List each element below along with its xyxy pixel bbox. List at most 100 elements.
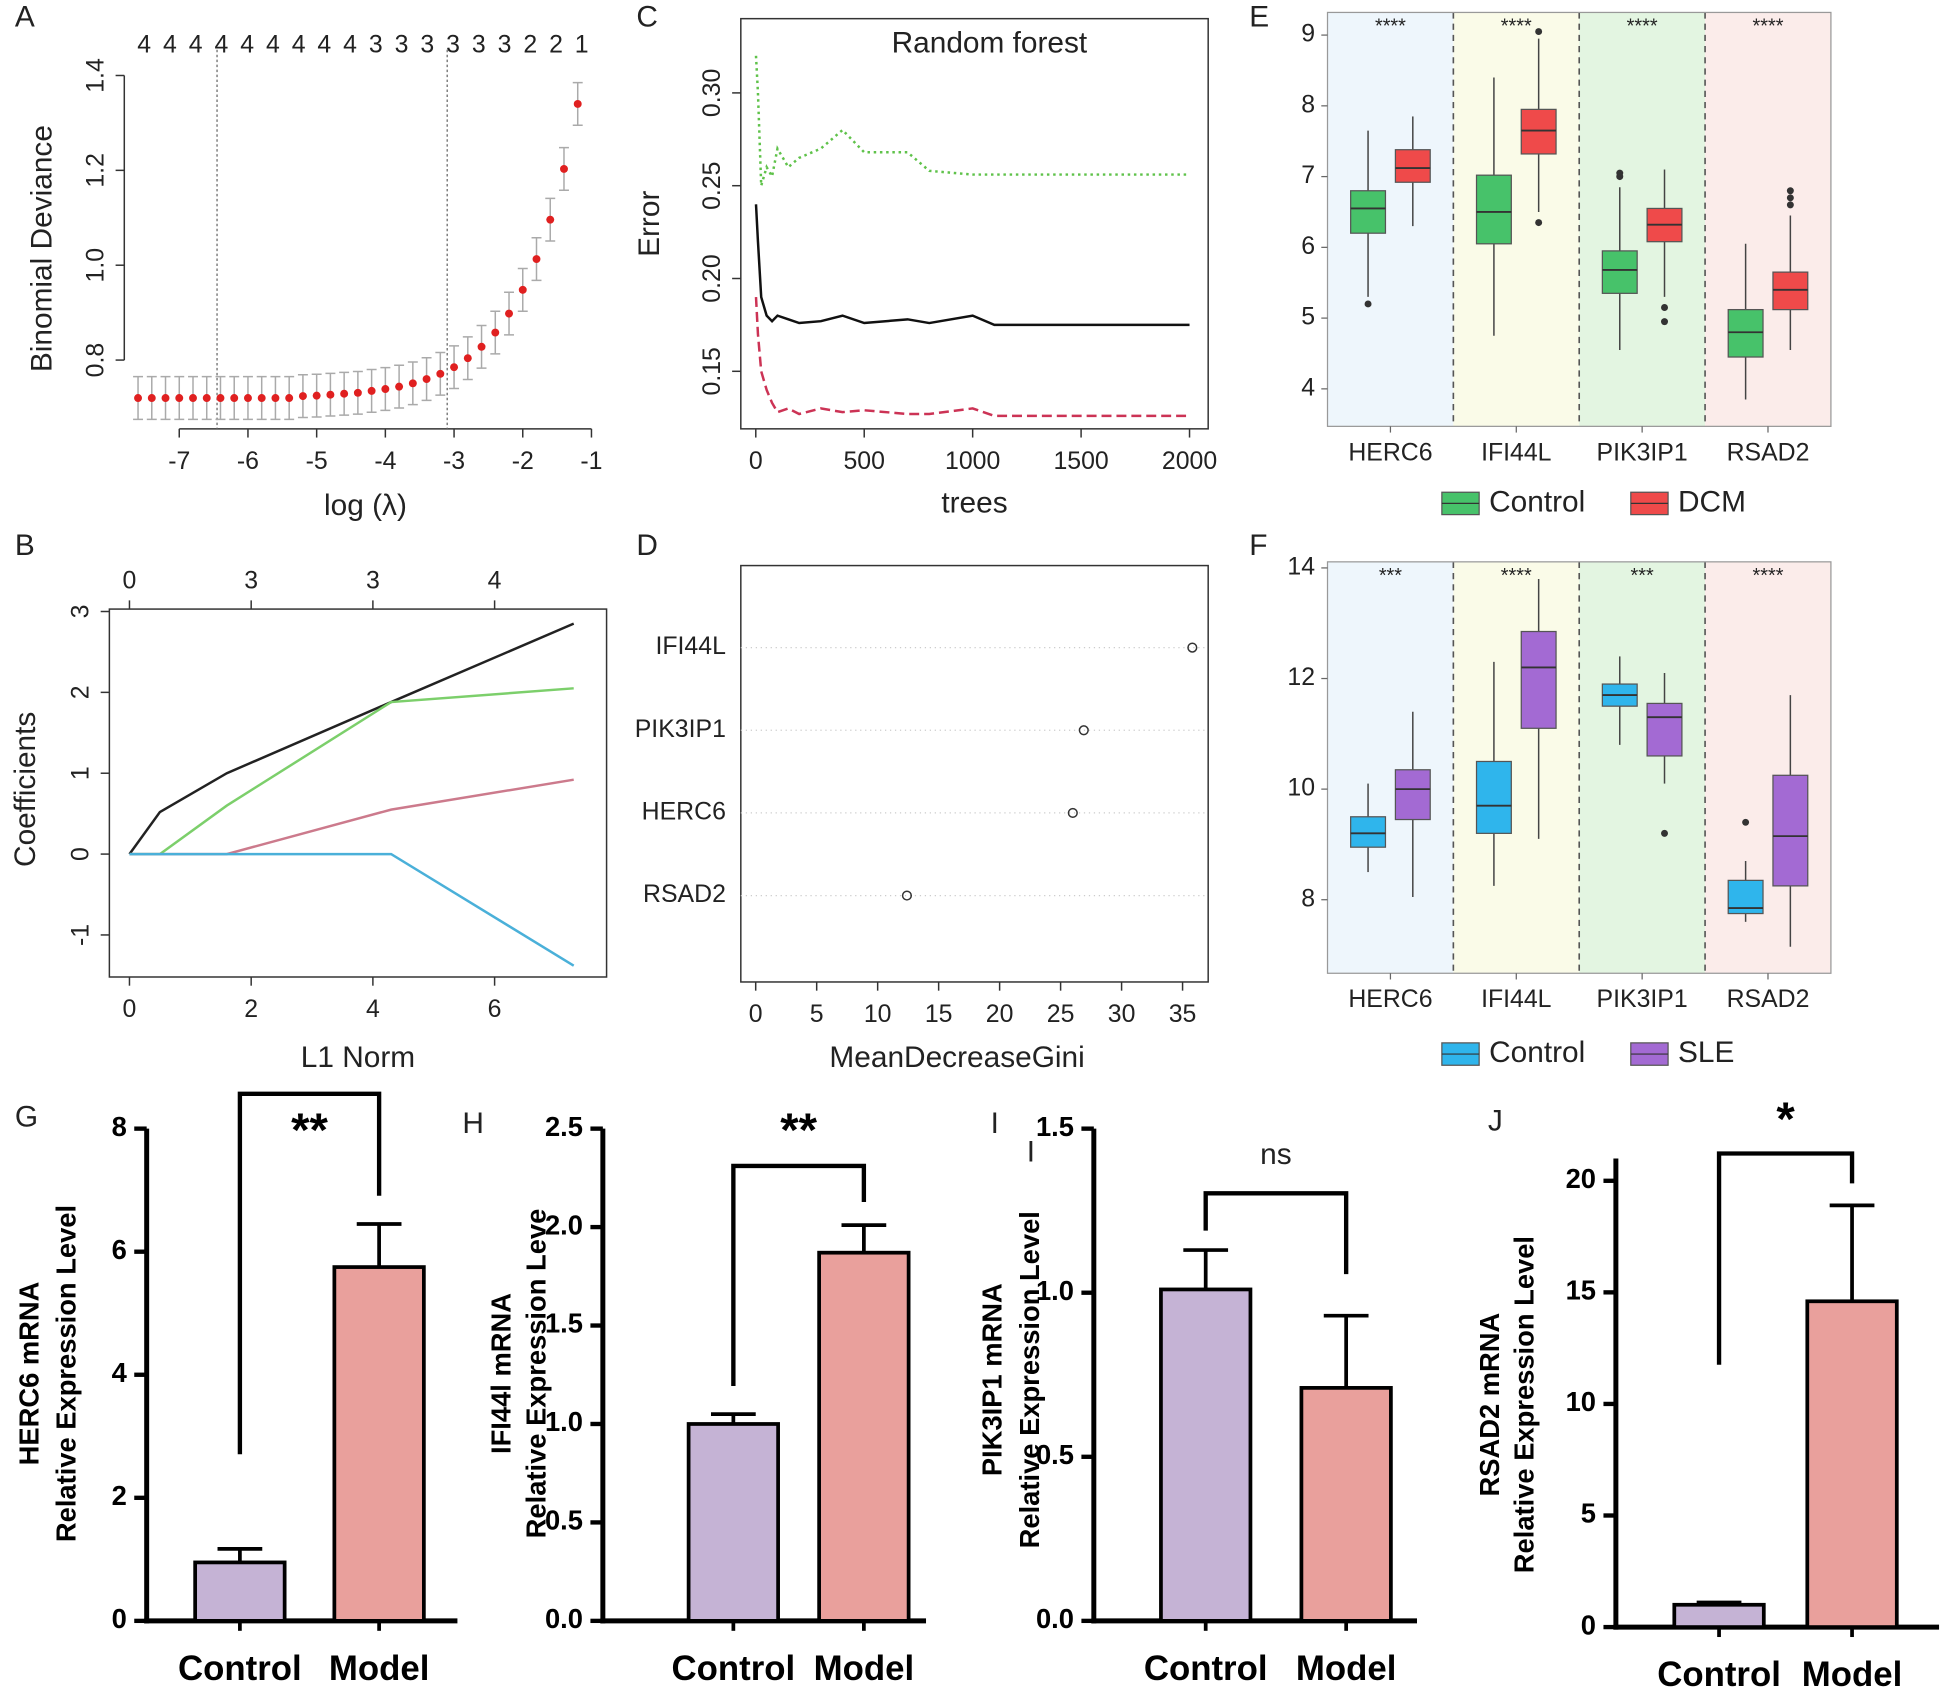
- point: [505, 309, 513, 318]
- outlier: [1742, 818, 1750, 826]
- category-label: HERC6: [642, 798, 726, 825]
- series-line: [128, 622, 575, 855]
- y-axis-label: Relative Expression Level: [1014, 1211, 1045, 1548]
- x-axis-label: MeanDecreaseGini: [829, 1041, 1084, 1074]
- significance: **: [291, 1104, 328, 1157]
- point: [395, 382, 404, 391]
- top-tick-label: 3: [244, 567, 258, 594]
- category-band: [1453, 561, 1580, 974]
- y-tick-label: 0: [1581, 1609, 1596, 1640]
- y-tick-label: 0.0: [1036, 1603, 1074, 1634]
- outlier: [1535, 28, 1543, 36]
- x-tick-label: 15: [925, 1001, 953, 1028]
- point: [216, 394, 225, 402]
- x-tick-label: 35: [1169, 1001, 1197, 1028]
- bar: [1159, 1287, 1253, 1623]
- point: [491, 328, 500, 337]
- category-label: PIK3IP1: [635, 716, 726, 743]
- outlier: [1535, 219, 1543, 227]
- point: [340, 389, 349, 398]
- bar: [1805, 1299, 1899, 1629]
- point: [381, 385, 390, 393]
- series-line: [754, 204, 1190, 327]
- x-tick-label: Control: [178, 1649, 302, 1688]
- category-band: [1705, 12, 1831, 427]
- x-tick-label: -6: [237, 448, 259, 475]
- plot-frame: [108, 608, 608, 978]
- box: [1772, 271, 1809, 311]
- y-tick-label: 2: [112, 1480, 127, 1511]
- top-axis-label: 4: [214, 32, 228, 59]
- plot-frame: [740, 17, 1209, 430]
- top-axis-label: 2: [523, 32, 537, 59]
- y-tick-label: 8: [1301, 91, 1315, 118]
- top-axis-label: 3: [498, 32, 512, 59]
- x-tick-label: Control: [1657, 1655, 1781, 1688]
- y-axis-label: PIK3IP1 mRNA: [977, 1283, 1008, 1476]
- top-axis-label: 3: [446, 32, 460, 59]
- significance: ***: [1379, 565, 1402, 587]
- legend-label: DCM: [1678, 485, 1746, 518]
- top-tick-label: 4: [488, 567, 502, 594]
- x-tick-label: 4: [366, 996, 380, 1023]
- x-axis-label: L1 Norm: [301, 1041, 415, 1074]
- dot: [901, 890, 913, 901]
- bar: [332, 1265, 426, 1623]
- dot: [1187, 642, 1198, 653]
- point: [532, 255, 541, 264]
- point: [230, 394, 239, 402]
- point: [408, 379, 417, 388]
- category-band: [1327, 561, 1454, 974]
- y-tick-label: 6: [112, 1234, 127, 1265]
- significance: **: [780, 1104, 817, 1157]
- y-tick-label: 1.4: [83, 58, 110, 93]
- y-tick-label: 0.15: [699, 347, 726, 395]
- top-axis-label: 4: [266, 32, 280, 59]
- x-axis-label: trees: [941, 487, 1007, 520]
- significance: *: [1776, 1093, 1795, 1146]
- x-tick-label: Control: [1144, 1649, 1268, 1688]
- point: [202, 394, 211, 402]
- top-axis-label: 4: [317, 32, 331, 59]
- y-axis-label: IFI44l mRNA: [486, 1293, 517, 1454]
- error-bar: [1323, 1313, 1369, 1388]
- top-axis-label: 3: [369, 32, 383, 59]
- x-tick-label: Model: [1296, 1649, 1397, 1688]
- y-tick-label: 4: [112, 1357, 128, 1388]
- x-tick-label: PIK3IP1: [1597, 986, 1688, 1013]
- box: [1520, 630, 1557, 729]
- top-tick-label: 0: [123, 567, 137, 594]
- y-tick-label: 15: [1566, 1275, 1596, 1306]
- category-band: [1453, 12, 1580, 427]
- error-bar: [217, 1547, 263, 1563]
- y-tick-label: 2: [68, 685, 95, 699]
- y-axis-label: HERC6 mRNA: [13, 1281, 44, 1465]
- point: [518, 285, 527, 294]
- x-tick-label: RSAD2: [1727, 986, 1810, 1013]
- legend-label: Control: [1489, 1036, 1585, 1069]
- panel-label: D: [636, 529, 658, 562]
- panel-label: G: [15, 1101, 38, 1134]
- x-axis-label: log (λ): [324, 489, 407, 522]
- x-tick-label: 0: [123, 996, 137, 1023]
- bar: [817, 1250, 911, 1623]
- x-tick-label: 2000: [1162, 448, 1217, 475]
- error-bar: [1829, 1203, 1875, 1302]
- top-tick-label: 3: [366, 567, 380, 594]
- point: [189, 394, 197, 402]
- point: [546, 215, 555, 224]
- y-axis-label: Relative Expression Leve: [520, 1209, 551, 1539]
- y-tick-label: 0: [112, 1603, 127, 1634]
- significance-bracket: [731, 1163, 867, 1386]
- top-axis-label: 3: [395, 32, 409, 59]
- plot-frame: [1326, 561, 1832, 974]
- plot-frame: [740, 564, 1209, 983]
- y-tick-label: 8: [1301, 885, 1315, 912]
- point: [477, 342, 486, 351]
- y-axis-label: Relative Expression Level: [51, 1205, 82, 1542]
- panel-label: E: [1249, 1, 1269, 34]
- category-band: [1705, 561, 1831, 974]
- box: [1350, 816, 1387, 848]
- y-tick-label: 1.5: [1036, 1111, 1074, 1142]
- significance-bracket: [1203, 1191, 1349, 1275]
